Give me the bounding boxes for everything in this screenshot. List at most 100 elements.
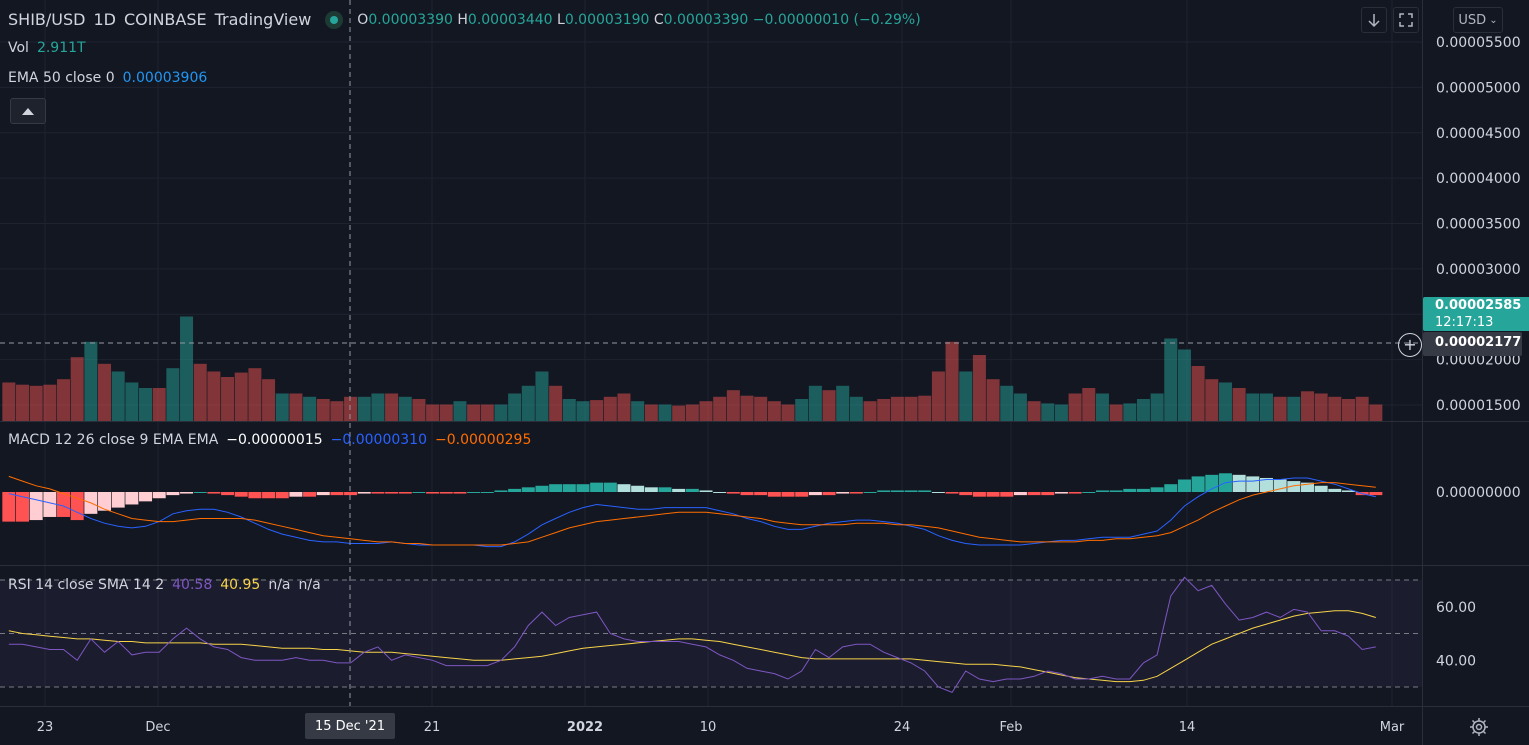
macd-hist-bar xyxy=(16,492,30,522)
volume-bar xyxy=(139,388,153,421)
macd-hist-bar xyxy=(398,492,412,494)
volume-label: Vol xyxy=(8,40,29,56)
volume-bar xyxy=(193,363,207,421)
source-label: TradingView xyxy=(214,10,312,29)
volume-bar xyxy=(890,396,904,421)
volume-bar xyxy=(1109,404,1123,421)
interval-label[interactable]: 1D xyxy=(93,10,116,29)
macd-hist-bar xyxy=(262,492,276,499)
macd-hist-bar xyxy=(152,492,166,499)
macd-hist-bar xyxy=(412,492,426,493)
chart-settings-button[interactable] xyxy=(1468,716,1490,738)
macd-hist-bar xyxy=(603,482,617,492)
volume-bar xyxy=(316,399,330,421)
volume-bar xyxy=(1218,382,1232,421)
volume-bar xyxy=(1000,385,1014,421)
volume-bar xyxy=(1259,393,1273,421)
volume-bar xyxy=(508,393,522,421)
macd-hist-bar xyxy=(193,492,207,493)
macd-hist-bar xyxy=(672,488,686,492)
volume-bar xyxy=(221,377,235,421)
symbol-label[interactable]: SHIB/USD xyxy=(8,10,86,29)
gear-icon xyxy=(1470,718,1488,736)
volume-bar xyxy=(234,372,248,421)
change-value: −0.00000010 (−0.29%) xyxy=(752,11,921,28)
volume-bar xyxy=(1095,393,1109,421)
macd-hist-bar xyxy=(221,492,235,496)
volume-bar xyxy=(822,390,836,421)
volume-bar xyxy=(289,393,303,421)
volume-bar xyxy=(29,385,43,421)
volume-bar xyxy=(754,396,768,421)
macd-hist-bar xyxy=(1369,492,1383,496)
ema-value: 0.00003906 xyxy=(122,70,208,86)
macd-hist-bar xyxy=(480,492,494,493)
download-button[interactable] xyxy=(1361,7,1387,33)
volume-bar xyxy=(57,379,71,421)
volume-bar xyxy=(808,385,822,421)
macd-signal-value: −0.00000295 xyxy=(435,432,532,448)
volume-bar xyxy=(152,388,166,421)
volume-bar xyxy=(740,395,754,421)
volume-bar xyxy=(836,385,850,421)
volume-bar xyxy=(685,404,699,421)
volume-bar xyxy=(713,396,727,421)
fullscreen-button[interactable] xyxy=(1393,7,1419,33)
grid-lines xyxy=(0,0,1422,706)
volume-bar xyxy=(590,400,604,421)
macd-hist-bar xyxy=(658,487,672,492)
macd-hist-bar xyxy=(590,482,604,492)
header-legend: SHIB/USD 1D COINBASE TradingView O 0.0000… xyxy=(8,10,921,29)
close-label: C xyxy=(653,11,664,28)
plus-icon: + xyxy=(1403,335,1417,354)
collapse-legend-button[interactable] xyxy=(10,98,46,124)
macd-hist-bar xyxy=(699,490,713,492)
macd-hist-bar xyxy=(562,484,576,492)
macd-label: MACD 12 26 close 9 EMA EMA xyxy=(8,432,219,448)
ema-legend[interactable]: EMA 50 close 0 0.00003906 xyxy=(8,70,207,86)
add-alert-button[interactable]: + xyxy=(1398,333,1422,357)
volume-bar xyxy=(849,396,863,421)
volume-bar xyxy=(43,384,57,421)
rsi-tick-label: 40.00 xyxy=(1436,653,1476,669)
macd-hist-bar xyxy=(576,484,590,492)
time-tick-label: 23 xyxy=(37,720,54,735)
volume-bar xyxy=(918,395,932,421)
macd-hist-bar xyxy=(1273,479,1287,492)
macd-hist-bar xyxy=(1300,482,1314,492)
volume-bar xyxy=(617,393,631,421)
volume-bar xyxy=(467,404,481,421)
rsi-legend[interactable]: RSI 14 close SMA 14 2 40.58 40.95 n/a n/… xyxy=(8,577,321,593)
macd-hist-bar xyxy=(508,488,522,492)
volume-bar xyxy=(795,399,809,421)
macd-hist-bar xyxy=(29,492,43,521)
macd-legend[interactable]: MACD 12 26 close 9 EMA EMA −0.00000015 −… xyxy=(8,432,531,448)
volume-bar xyxy=(863,401,877,421)
time-tick-label: 24 xyxy=(894,720,911,735)
macd-line xyxy=(8,477,1376,548)
time-tick-label: 14 xyxy=(1179,720,1196,735)
macd-hist-bar xyxy=(125,492,139,505)
macd-hist-bar xyxy=(904,490,918,492)
volume-bar xyxy=(972,355,986,421)
volume-bar xyxy=(166,368,180,421)
currency-select[interactable]: USD ⌄ xyxy=(1453,7,1503,33)
macd-hist-bar xyxy=(535,485,549,492)
volume-bar xyxy=(726,390,740,421)
low-label: L xyxy=(557,11,565,28)
macd-hist-bar xyxy=(1232,474,1246,492)
volume-bar xyxy=(877,399,891,421)
rsi-label: RSI 14 close SMA 14 2 xyxy=(8,577,165,593)
volume-legend[interactable]: Vol 2.911T xyxy=(8,40,86,56)
macd-hist-bar xyxy=(207,492,221,494)
crosshair-time-value: 15 Dec '21 xyxy=(314,718,386,734)
macd-hist-bar xyxy=(426,492,440,494)
volume-bar xyxy=(521,385,535,421)
time-tick-label: 2022 xyxy=(567,720,603,735)
macd-hist-bar xyxy=(467,492,481,493)
volume-bar xyxy=(70,357,84,421)
macd-hist-bar xyxy=(385,492,399,494)
volume-bar xyxy=(1300,391,1314,421)
rsi-na-2: n/a xyxy=(298,577,321,593)
